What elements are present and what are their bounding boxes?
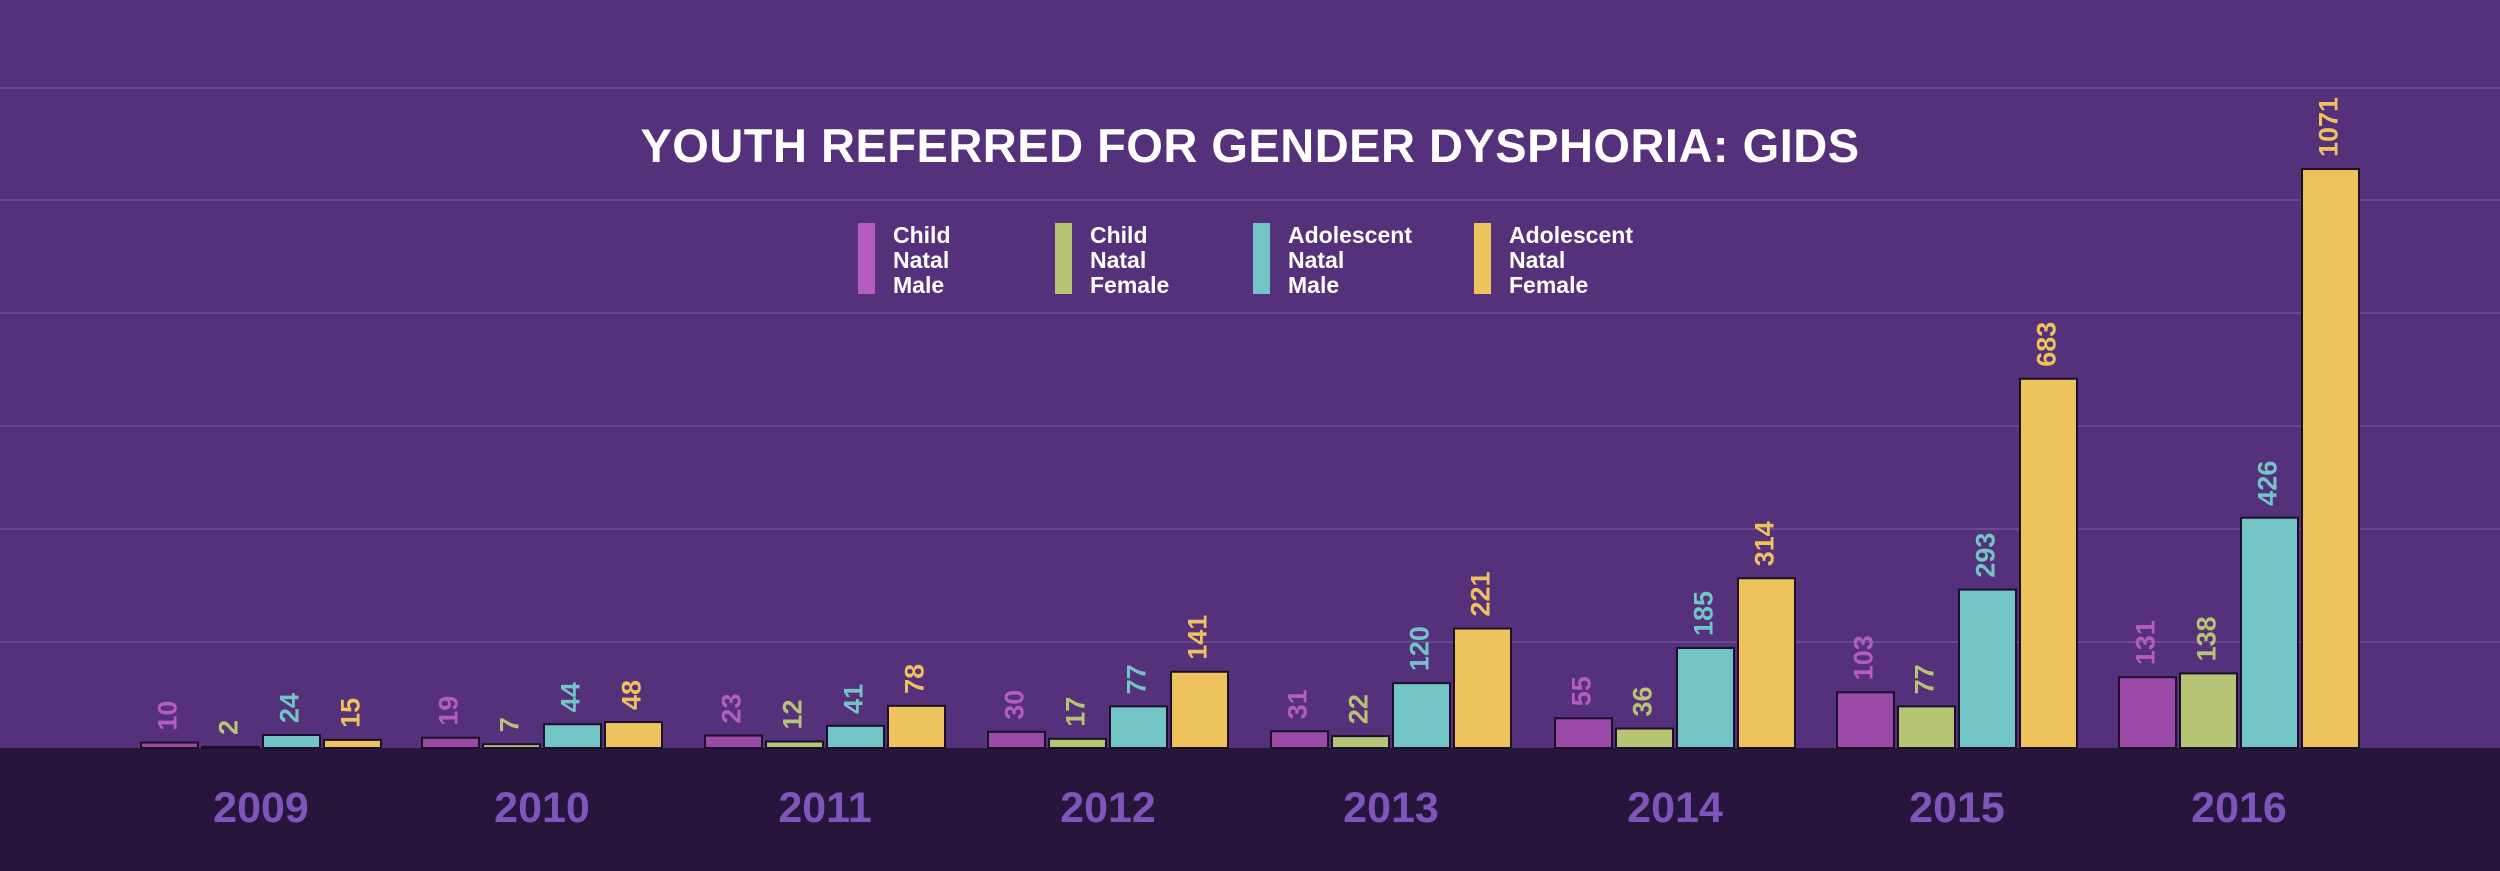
bar-2013-child-natal-male	[1270, 730, 1329, 749]
bar-2013-adolescent-natal-female	[1453, 627, 1512, 750]
bar-2015-child-natal-female	[1897, 705, 1956, 749]
legend-label-adolescent-natal-female: Adolescent Natal Female	[1509, 222, 1633, 298]
bar-2010-child-natal-male	[421, 736, 480, 749]
legend-swatch-adolescent-natal-female	[1474, 223, 1491, 294]
data-label-2010-adolescent-natal-female: 48	[617, 680, 647, 710]
legend-item-child-natal-female: Child Natal Female	[1055, 223, 1240, 298]
legend-label-child-natal-male: Child Natal Male	[893, 222, 951, 298]
bar-2015-child-natal-male	[1836, 691, 1895, 749]
data-label-2011-child-natal-male: 23	[717, 694, 747, 724]
legend-swatch-child-natal-male	[858, 223, 875, 294]
data-label-2009-adolescent-natal-female: 15	[336, 698, 366, 728]
legend-swatch-adolescent-natal-male	[1253, 223, 1270, 294]
bar-2010-adolescent-natal-female	[604, 721, 663, 750]
bar-2011-child-natal-female	[765, 740, 824, 750]
bar-2012-child-natal-male	[987, 730, 1046, 749]
chart-title: YOUTH REFERRED FOR GENDER DYSPHORIA: GID…	[640, 119, 1860, 172]
category-label-2015: 2015	[1909, 784, 2005, 832]
bar-2011-adolescent-natal-female	[887, 704, 946, 749]
data-label-2016-adolescent-natal-male: 426	[2253, 461, 2283, 506]
category-label-2014: 2014	[1627, 784, 1723, 832]
bar-2011-adolescent-natal-male	[826, 724, 885, 749]
data-label-2011-adolescent-natal-male: 41	[839, 684, 869, 714]
category-label-2013: 2013	[1343, 784, 1439, 832]
data-label-2014-adolescent-natal-male: 185	[1689, 591, 1719, 636]
data-label-2016-child-natal-female: 138	[2192, 616, 2222, 661]
bar-2014-child-natal-female	[1615, 727, 1674, 749]
bar-2012-child-natal-female	[1048, 737, 1107, 750]
bar-2012-adolescent-natal-female	[1170, 670, 1229, 749]
bar-2010-adolescent-natal-male	[543, 723, 602, 750]
legend-label-adolescent-natal-male: Adolescent Natal Male	[1288, 222, 1412, 298]
data-label-2013-adolescent-natal-male: 120	[1405, 626, 1435, 671]
bar-2013-adolescent-natal-male	[1392, 682, 1451, 749]
bar-2015-adolescent-natal-female	[2019, 377, 2078, 749]
bar-2015-adolescent-natal-male	[1958, 588, 2017, 749]
data-label-2016-adolescent-natal-female: 1071	[2314, 97, 2344, 157]
data-label-2013-child-natal-male: 31	[1283, 689, 1313, 719]
bar-2016-child-natal-female	[2179, 672, 2238, 750]
category-label-2010: 2010	[494, 784, 590, 832]
data-label-2013-child-natal-female: 22	[1344, 694, 1374, 724]
data-label-2015-adolescent-natal-female: 683	[2032, 322, 2062, 367]
data-label-2014-adolescent-natal-female: 314	[1750, 521, 1780, 566]
legend-item-child-natal-male: Child Natal Male	[858, 223, 1043, 298]
data-label-2016-child-natal-male: 131	[2131, 620, 2161, 665]
bar-2011-child-natal-male	[704, 734, 763, 750]
category-label-2016: 2016	[2191, 784, 2287, 832]
legend-item-adolescent-natal-female: Adolescent Natal Female	[1474, 223, 1659, 298]
data-label-2012-child-natal-male: 30	[1000, 690, 1030, 720]
bar-2009-adolescent-natal-male	[262, 734, 321, 749]
data-label-2015-child-natal-male: 103	[1849, 635, 1879, 680]
data-label-2011-child-natal-female: 12	[778, 699, 808, 729]
bar-2014-adolescent-natal-female	[1737, 577, 1796, 749]
bar-2014-adolescent-natal-male	[1676, 646, 1735, 750]
data-label-2009-child-natal-female: 2	[214, 720, 244, 735]
data-label-2015-adolescent-natal-male: 293	[1971, 533, 2001, 578]
bar-2016-adolescent-natal-female	[2301, 168, 2360, 749]
data-label-2011-adolescent-natal-female: 78	[900, 664, 930, 694]
data-label-2014-child-natal-female: 36	[1628, 686, 1658, 716]
category-label-2009: 2009	[213, 784, 309, 832]
bar-2009-adolescent-natal-female	[323, 738, 382, 749]
data-label-2013-adolescent-natal-female: 221	[1466, 571, 1496, 616]
data-label-2009-adolescent-natal-male: 24	[275, 693, 305, 723]
bar-2016-child-natal-male	[2118, 676, 2177, 749]
data-label-2012-adolescent-natal-female: 141	[1183, 615, 1213, 660]
bar-2014-child-natal-male	[1554, 717, 1613, 750]
legend-label-child-natal-female: Child Natal Female	[1090, 222, 1170, 298]
bar-2010-child-natal-female	[482, 743, 541, 750]
legend-swatch-child-natal-female	[1055, 223, 1072, 294]
data-label-2009-child-natal-male: 10	[153, 701, 183, 731]
data-label-2010-child-natal-male: 19	[434, 696, 464, 726]
data-label-2014-child-natal-male: 55	[1567, 676, 1597, 706]
data-label-2012-adolescent-natal-male: 77	[1122, 664, 1152, 694]
data-label-2015-child-natal-female: 77	[1910, 664, 1940, 694]
category-label-2011: 2011	[778, 784, 871, 832]
category-label-2012: 2012	[1060, 784, 1156, 832]
bar-2009-child-natal-female	[201, 745, 260, 750]
axis-band	[0, 748, 2500, 871]
bar-2013-child-natal-female	[1331, 735, 1390, 750]
data-label-2010-adolescent-natal-male: 44	[556, 682, 586, 712]
bar-2016-adolescent-natal-male	[2240, 516, 2299, 749]
bar-2012-adolescent-natal-male	[1109, 705, 1168, 749]
data-label-2012-child-natal-female: 17	[1061, 697, 1091, 727]
bar-2009-child-natal-male	[140, 741, 199, 749]
data-label-2010-child-natal-female: 7	[495, 717, 525, 732]
legend-item-adolescent-natal-male: Adolescent Natal Male	[1253, 223, 1438, 298]
